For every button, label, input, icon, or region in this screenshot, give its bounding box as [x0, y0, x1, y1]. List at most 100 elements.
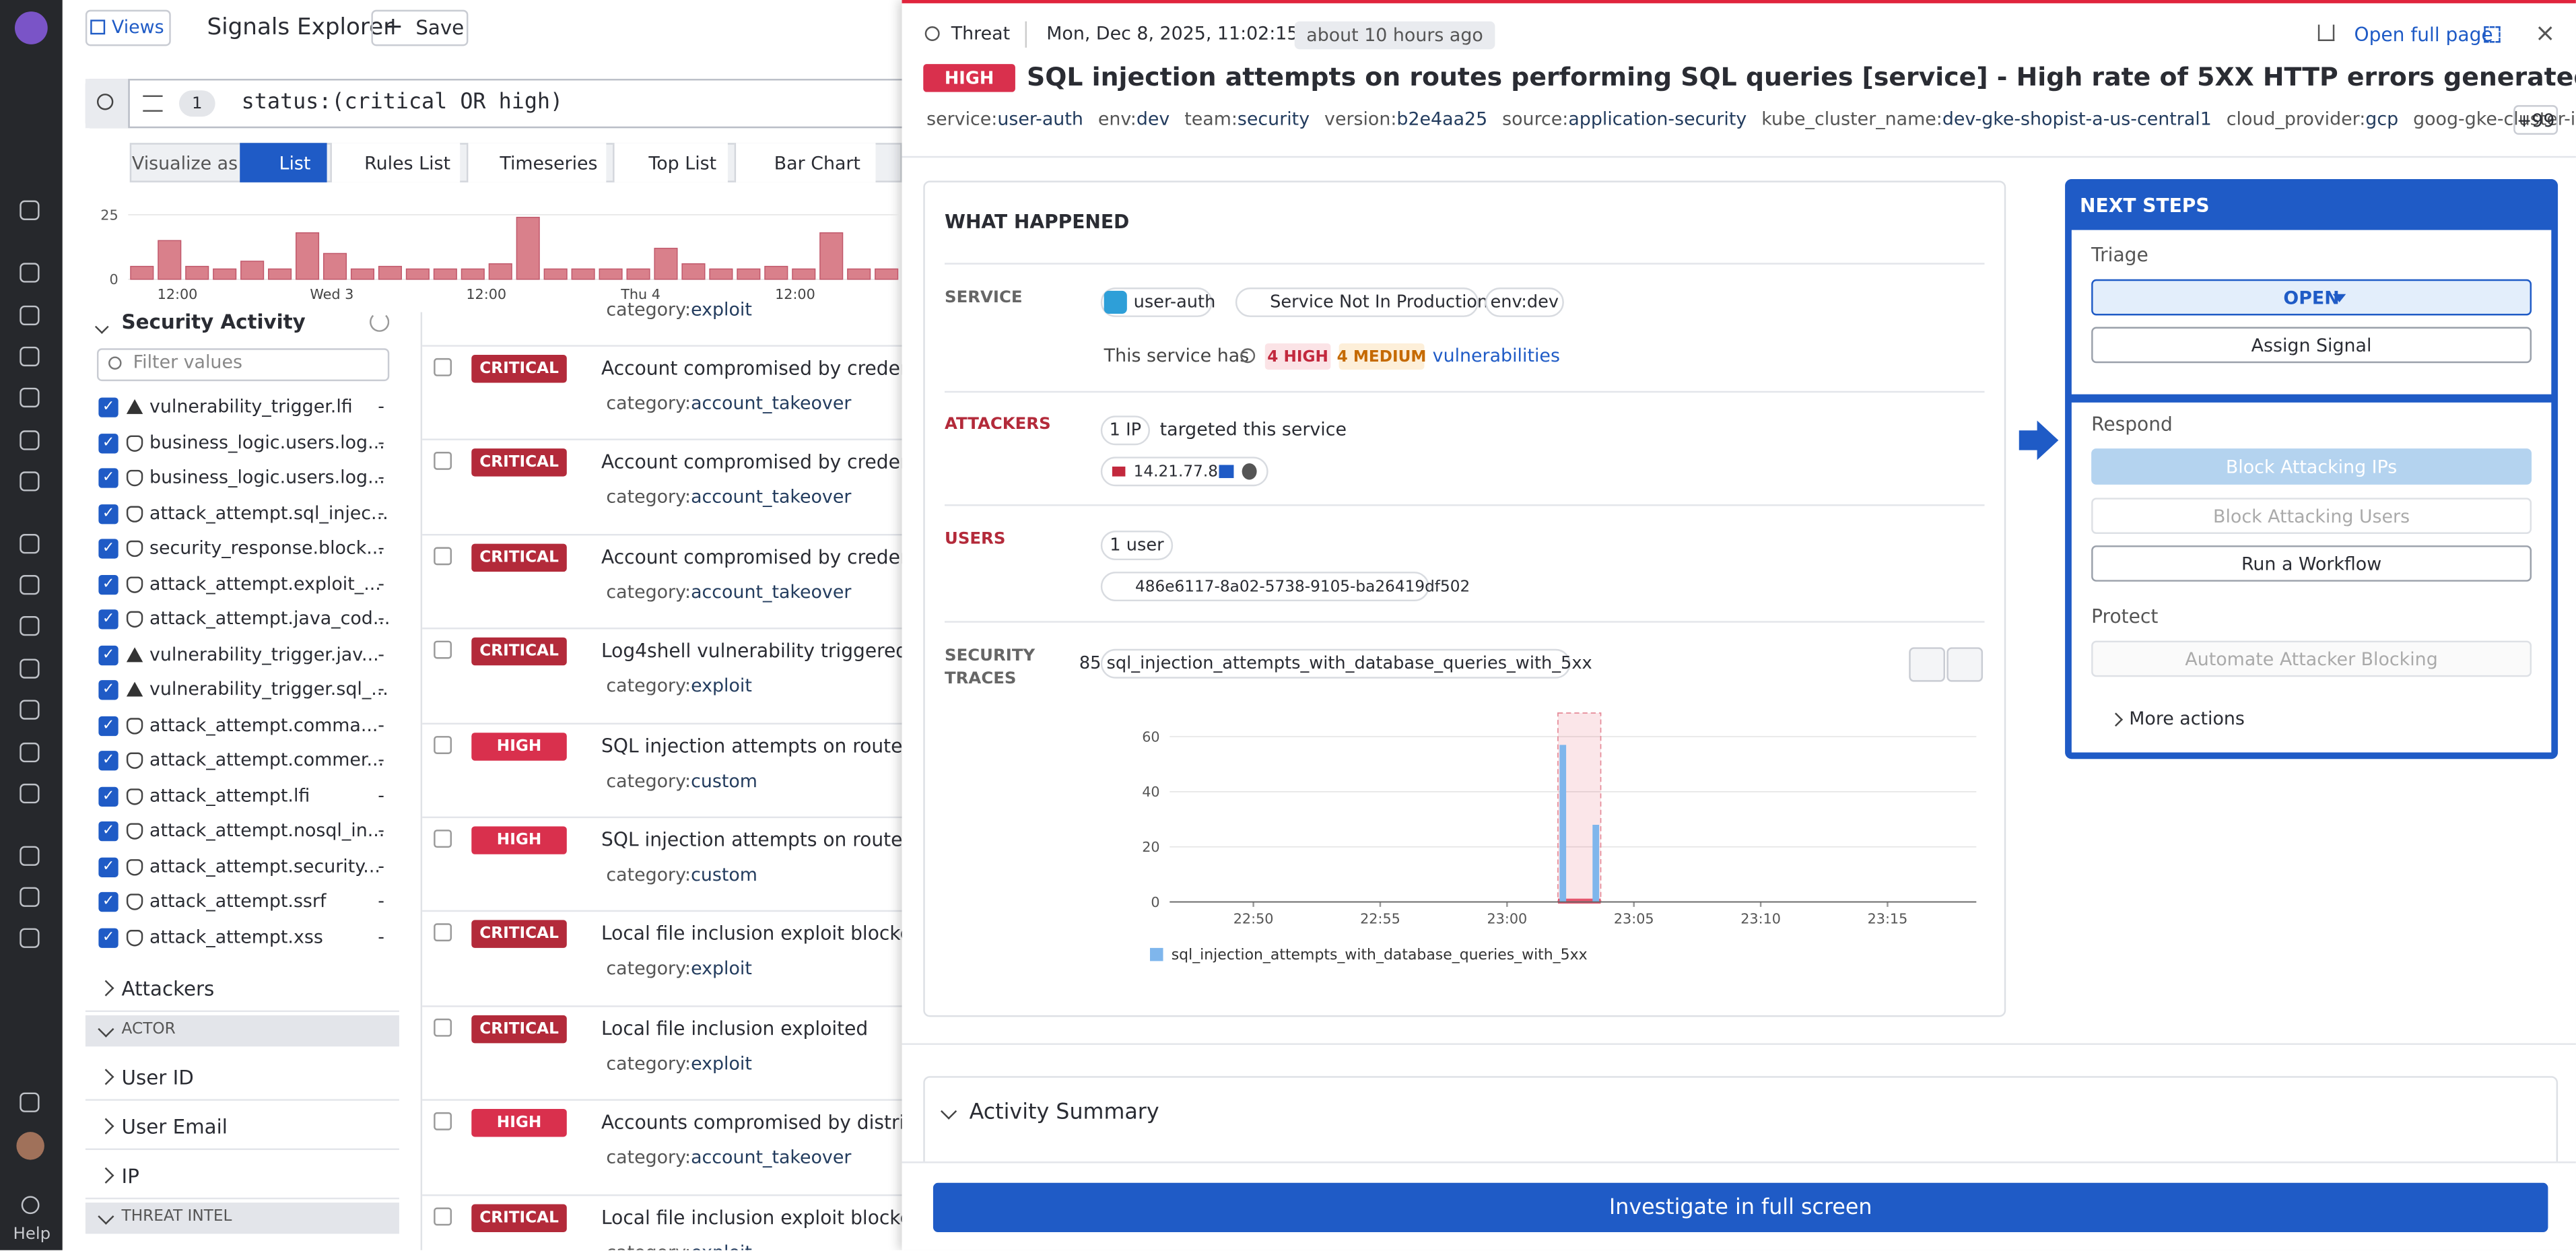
block-ips-button[interactable]: Block Attacking IPs — [2091, 448, 2532, 485]
nav-icon[interactable] — [20, 471, 40, 492]
nav-icon[interactable] — [20, 783, 40, 804]
nav-icon[interactable] — [20, 430, 40, 450]
facet-checkbox[interactable]: ✓ — [98, 397, 118, 417]
facet-checkbox[interactable]: ✓ — [98, 539, 118, 559]
facet-section[interactable]: User ID — [121, 1066, 194, 1089]
facet-label[interactable]: attack_attempt.java_cod... — [149, 607, 391, 630]
facet-label[interactable]: attack_attempt.xss — [149, 925, 323, 947]
service-name[interactable]: user-auth — [1133, 292, 1216, 312]
facet-label[interactable]: vulnerability_trigger.jav... — [149, 643, 379, 665]
nav-icon[interactable] — [20, 534, 40, 554]
signal-tag[interactable]: category:exploit — [606, 672, 752, 702]
facet-label[interactable]: business_logic.users.log... — [149, 466, 385, 488]
signal-title[interactable]: Local file inclusion exploit blocked — [601, 922, 902, 945]
facet-section[interactable]: User Email — [121, 1115, 228, 1139]
share-icon[interactable] — [2317, 24, 2335, 41]
signal-title[interactable]: Local file inclusion exploited — [601, 1016, 869, 1040]
row-checkbox[interactable] — [434, 1112, 452, 1131]
section-chevron[interactable] — [98, 980, 114, 996]
facet-label[interactable]: attack_attempt.nosql_in... — [149, 819, 385, 842]
facet-checkbox[interactable]: ✓ — [98, 821, 118, 842]
signal-tag[interactable]: category:account_takeover — [606, 483, 851, 513]
signal-title[interactable]: Local file inclusion exploit blocked — [601, 1205, 902, 1229]
facet-section[interactable]: Attackers — [121, 977, 215, 1001]
filter-placeholder[interactable]: Filter values — [133, 351, 242, 373]
facet-section[interactable]: IP — [121, 1164, 139, 1188]
user-chip[interactable]: 486e6117-8a02-5738-9105-ba26419df502 — [1100, 572, 1470, 602]
nav-icon[interactable] — [20, 200, 40, 220]
facet-checkbox[interactable]: ✓ — [98, 680, 118, 700]
facet-checkbox[interactable]: ✓ — [98, 891, 118, 912]
ip-count[interactable]: 1 IP — [1100, 415, 1150, 446]
filter-input[interactable] — [96, 348, 390, 382]
service-chip[interactable] — [1100, 288, 1213, 317]
save-label[interactable]: Save — [415, 16, 465, 40]
signal-tag[interactable]: category:exploit — [606, 955, 752, 985]
traces-chip[interactable]: 85 sql_injection_attempts_with_database_… — [1079, 648, 1592, 679]
visualize-option[interactable]: Top List — [613, 143, 728, 182]
reset-button[interactable] — [1946, 647, 1984, 682]
avatar[interactable] — [16, 1132, 44, 1160]
ip-chip[interactable]: 14.21.77.85 — [1100, 457, 1268, 487]
facet-checkbox[interactable]: ✓ — [98, 715, 118, 735]
assign-button[interactable]: Assign Signal — [2091, 327, 2532, 364]
facet-checkbox[interactable]: ✓ — [98, 574, 118, 595]
facet-label[interactable]: attack_attempt.comma... — [149, 714, 378, 735]
logo-icon[interactable] — [14, 11, 48, 44]
row-checkbox[interactable] — [434, 1207, 452, 1225]
nav-icon[interactable] — [20, 575, 40, 595]
status-dropdown[interactable]: OPEN — [2091, 279, 2532, 316]
row-checkbox[interactable] — [434, 735, 452, 753]
facet-checkbox[interactable]: ✓ — [98, 751, 118, 771]
signal-title[interactable]: Account compromised by credentia — [601, 450, 902, 474]
more-actions[interactable]: More actions — [2129, 708, 2245, 730]
automate-dropdown[interactable]: Automate Attacker Blocking — [2091, 640, 2532, 677]
row-checkbox[interactable] — [434, 547, 452, 565]
signal-title[interactable]: Accounts compromised by distribut — [601, 1110, 902, 1135]
open-full-page[interactable]: Open full page — [2354, 23, 2493, 46]
signal-tag[interactable]: category:account_takeover — [606, 389, 851, 419]
facet-checkbox[interactable]: ✓ — [98, 609, 118, 630]
tag[interactable]: service:user-auth — [926, 105, 1083, 135]
tag[interactable]: env:dev — [1098, 105, 1170, 135]
signal-title[interactable]: SQL injection attempts on routes pe — [601, 827, 902, 851]
nav-icon[interactable] — [20, 616, 40, 636]
collapse-chevron[interactable] — [94, 320, 109, 334]
visualize-option[interactable]: List — [240, 143, 327, 182]
facet-label[interactable]: vulnerability_trigger.sql_... — [149, 678, 388, 700]
facet-label[interactable]: attack_attempt.sql_injec... — [149, 502, 388, 524]
facet-checkbox[interactable]: ✓ — [98, 432, 118, 453]
row-checkbox[interactable] — [434, 452, 452, 471]
facet-checkbox[interactable]: ✓ — [98, 468, 118, 488]
facet-label[interactable]: attack_attempt.lfi — [149, 784, 310, 806]
signal-tag[interactable]: category:exploit — [606, 1238, 752, 1250]
facet-checkbox[interactable]: ✓ — [98, 856, 118, 877]
nav-icon[interactable] — [20, 1092, 40, 1112]
signal-title[interactable]: Account compromised by credentia — [601, 545, 902, 568]
nav-icon[interactable] — [20, 700, 40, 720]
facet-checkbox[interactable]: ✓ — [98, 503, 118, 524]
signal-title[interactable]: Log4shell vulnerability triggered (R — [601, 639, 902, 663]
facet-label[interactable]: attack_attempt.commer... — [149, 749, 384, 771]
help-label[interactable]: Help — [13, 1225, 51, 1244]
section-chevron[interactable] — [98, 1118, 114, 1135]
env-chip[interactable]: env:dev — [1485, 288, 1564, 317]
tag[interactable]: goog-gke-cluster-id-ba... — [2413, 105, 2576, 135]
facet-label[interactable]: attack_attempt.exploit_... — [149, 572, 381, 595]
production-chip[interactable]: Service Not In Production — [1235, 288, 1488, 317]
signal-tag[interactable]: category:account_takeover — [606, 1144, 851, 1174]
facet-checkbox[interactable]: ✓ — [98, 644, 118, 665]
views-button[interactable] — [85, 9, 171, 46]
vulnerabilities-link[interactable]: vulnerabilities — [1432, 345, 1560, 367]
tag[interactable]: kube_cluster_name:dev-gke-shopist-a-us-c… — [1761, 105, 2212, 135]
query-text[interactable]: status:(critical OR high) — [241, 90, 564, 115]
row-checkbox[interactable] — [434, 924, 452, 943]
nav-icon[interactable] — [20, 387, 40, 408]
row-checkbox[interactable] — [434, 358, 452, 376]
workflow-button[interactable]: Run a Workflow — [2091, 545, 2532, 582]
facet-checkbox[interactable]: ✓ — [98, 927, 118, 947]
nav-icon[interactable] — [20, 305, 40, 326]
more-tags[interactable]: +99 — [2513, 105, 2558, 135]
nav-icon[interactable] — [20, 887, 40, 907]
block-users-button[interactable]: Block Attacking Users — [2091, 498, 2532, 534]
